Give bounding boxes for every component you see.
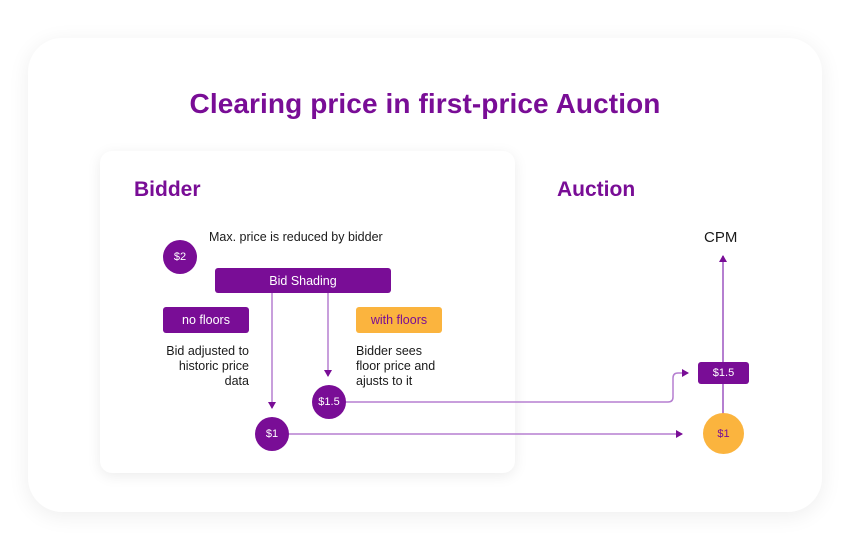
bid-shading-box: Bid Shading xyxy=(215,268,391,293)
bidder-heading: Bidder xyxy=(134,178,201,201)
no-floors-description: Bid adjusted to historic price data xyxy=(166,344,249,388)
with-floors-bid-circle: $1.5 xyxy=(312,385,346,419)
with-floors-tag: with floors xyxy=(356,307,442,333)
max-price-note: Max. price is reduced by bidder xyxy=(209,230,383,244)
floor-price-circle: $1 xyxy=(703,413,744,454)
no-floors-bid-circle: $1 xyxy=(255,417,289,451)
auction-heading: Auction xyxy=(557,178,636,201)
with-floors-description: Bidder sees floor price and ajusts to it xyxy=(356,344,436,388)
max-price-circle: $2 xyxy=(163,240,197,274)
winning-bid-box: $1.5 xyxy=(698,362,749,384)
cpm-label: CPM xyxy=(704,229,738,246)
diagram-title: Clearing price in first-price Auction xyxy=(189,88,661,119)
no-floors-tag: no floors xyxy=(163,307,249,333)
